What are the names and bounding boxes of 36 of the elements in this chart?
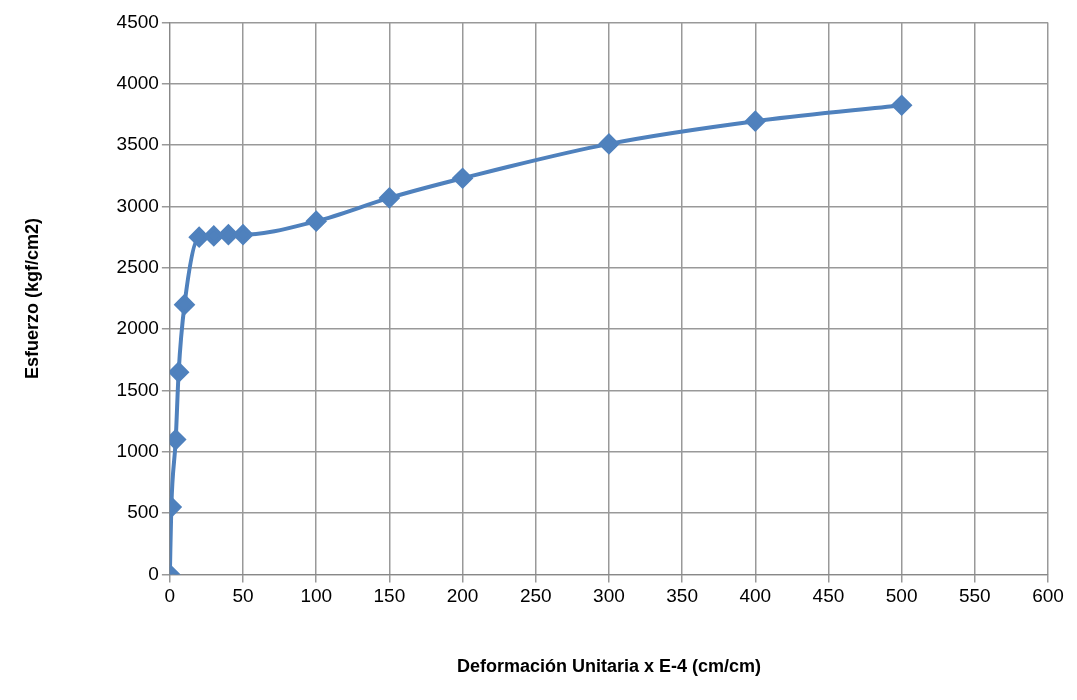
y-tick-label: 4000	[116, 71, 159, 93]
x-tick-label: 150	[373, 585, 406, 607]
x-tick-label: 450	[812, 585, 845, 607]
point	[203, 225, 224, 246]
point	[169, 362, 189, 383]
point	[189, 227, 210, 248]
x-tick-label: 250	[519, 585, 552, 607]
x-axis-title: Deformación Unitaria x E-4 (cm/cm)	[456, 656, 761, 677]
point	[598, 133, 619, 154]
x-tick-label: 100	[300, 585, 333, 607]
point	[745, 111, 766, 132]
x-tick-label: 200	[446, 585, 479, 607]
y-tick-label: 4500	[116, 10, 159, 32]
point	[379, 187, 400, 208]
y-tick-label: 2500	[116, 256, 159, 278]
x-tick-label: 350	[666, 585, 698, 607]
point	[233, 224, 254, 245]
y-tick-label: 3000	[116, 194, 159, 216]
y-tick-label: 1000	[116, 440, 159, 462]
x-tick-label: 300	[593, 585, 625, 607]
x-tick-label: 600	[1032, 585, 1064, 607]
y-tick-label: 2000	[116, 317, 159, 339]
y-tick-label: 500	[127, 501, 159, 523]
x-tick-label: 0	[164, 585, 176, 607]
y-tick-label: 0	[148, 562, 159, 584]
x-tick-label: 50	[232, 585, 254, 607]
point	[306, 211, 327, 232]
x-tick-label: 500	[885, 585, 918, 607]
y-tick-label: 3500	[116, 133, 159, 155]
point	[452, 168, 473, 189]
y-axis-title: Esfuerzo (kgf/cm2)	[21, 217, 42, 380]
point	[891, 95, 912, 116]
x-tick-label: 400	[739, 585, 772, 607]
y-tick-label: 1500	[116, 378, 159, 400]
x-tick-label: 550	[958, 585, 991, 607]
point	[174, 294, 195, 315]
